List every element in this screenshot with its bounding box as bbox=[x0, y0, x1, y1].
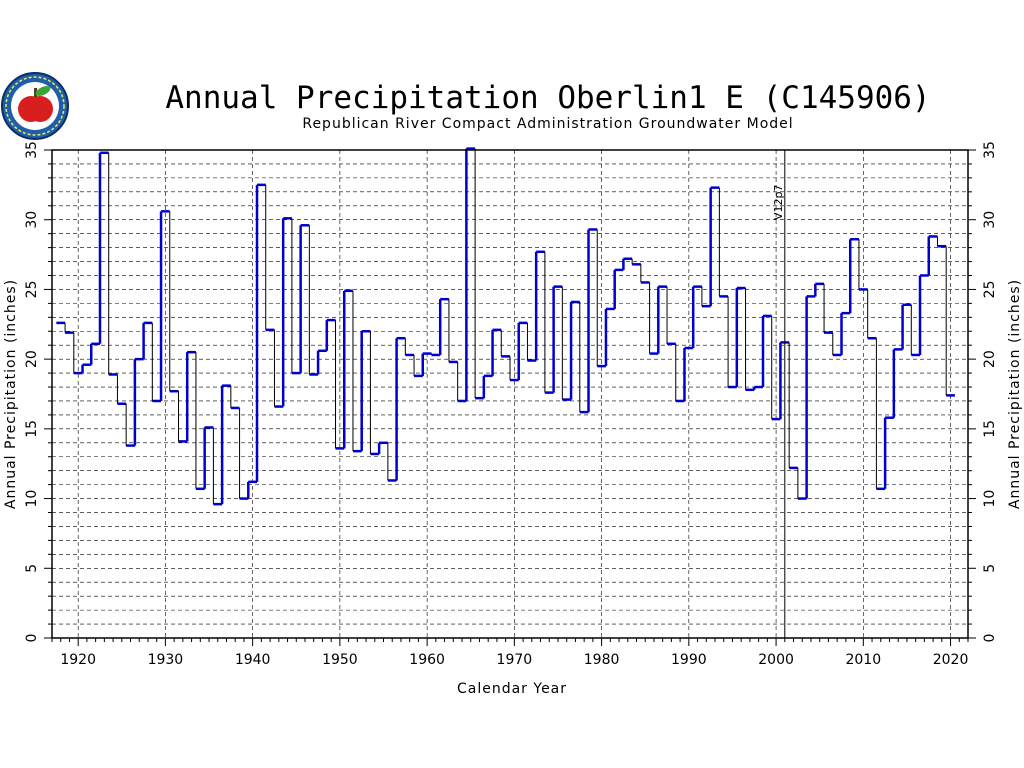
x-tick-label: 1990 bbox=[671, 652, 707, 668]
y-tick-label-left: 0 bbox=[24, 634, 40, 643]
annotation-label: V12p7 bbox=[772, 184, 785, 220]
x-tick-label: 2000 bbox=[758, 652, 794, 668]
chart-title: Annual Precipitation Oberlin1 E (C145906… bbox=[165, 80, 930, 116]
x-tick-label: 1930 bbox=[148, 652, 184, 668]
grid-lines bbox=[52, 150, 968, 638]
y-tick-label-left: 5 bbox=[24, 564, 40, 573]
y-tick-label-left: 15 bbox=[24, 420, 40, 438]
y-axis-label-right: Annual Precipitation (inches) bbox=[1007, 279, 1023, 509]
y-tick-label-right: 10 bbox=[982, 490, 998, 508]
axis-ticks: 1920 1930 1940 1950 1960 1970 1980 1990 2000 2010… bbox=[24, 141, 998, 668]
y-axis-label-left: Annual Precipitation (inches) bbox=[3, 279, 19, 509]
y-tick-label-right: 0 bbox=[982, 634, 998, 643]
y-tick-label-left: 25 bbox=[24, 281, 40, 299]
x-tick-label: 1920 bbox=[60, 652, 96, 668]
x-tick-label: 1980 bbox=[584, 652, 620, 668]
x-tick-label: 1960 bbox=[409, 652, 445, 668]
series-step-line bbox=[56, 147, 955, 506]
plot-frame bbox=[51, 149, 969, 639]
y-tick-label-right: 15 bbox=[982, 420, 998, 438]
x-tick-label: 1940 bbox=[235, 652, 271, 668]
x-tick-label: 1970 bbox=[497, 652, 533, 668]
y-tick-label-right: 35 bbox=[982, 141, 998, 159]
x-tick-label: 2010 bbox=[845, 652, 881, 668]
y-tick-label-right: 20 bbox=[982, 350, 998, 368]
x-axis-label: Calendar Year bbox=[457, 681, 567, 697]
y-tick-label-left: 35 bbox=[24, 141, 40, 159]
y-tick-label-left: 10 bbox=[24, 490, 40, 508]
x-tick-label: 2020 bbox=[933, 652, 969, 668]
apple-seal-icon bbox=[1, 72, 69, 140]
y-tick-label-right: 25 bbox=[982, 281, 998, 299]
chart-subtitle: Republican River Compact Administration … bbox=[302, 116, 793, 132]
y-tick-label-right: 5 bbox=[982, 564, 998, 573]
x-tick-label: 1950 bbox=[322, 652, 358, 668]
y-tick-label-left: 30 bbox=[24, 211, 40, 229]
y-tick-label-left: 20 bbox=[24, 350, 40, 368]
y-tick-label-right: 30 bbox=[982, 211, 998, 229]
